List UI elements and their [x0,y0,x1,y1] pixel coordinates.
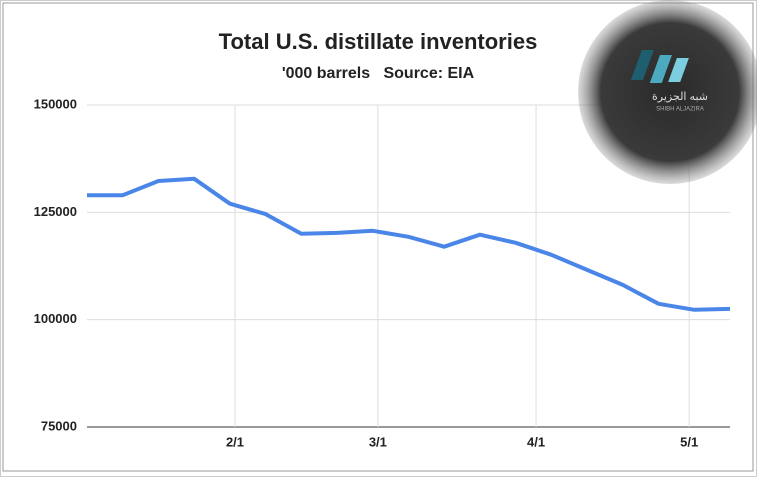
chart-title: Total U.S. distillate inventories [219,29,538,54]
y-tick-label: 150000 [34,96,77,111]
x-tick-label: 4/1 [527,434,545,449]
y-tick-label: 75000 [41,418,77,433]
watermark-circle [578,0,757,184]
y-tick-label: 100000 [34,311,77,326]
data-line [87,176,731,312]
watermark-text: شبه الجزيرة [652,91,708,103]
x-tick-label: 5/1 [680,434,698,449]
x-tick-label: 3/1 [369,434,387,449]
watermark-subtext: SHIBH ALJAZIRA [656,107,704,113]
logo-bar [630,50,654,80]
watermark: شبه الجزيرة SHIBH ALJAZIRA [578,0,757,184]
logo-bar [649,55,672,83]
logo-bar [668,58,689,82]
y-tick-label: 125000 [34,204,77,219]
x-tick-label: 2/1 [226,434,244,449]
chart-subtitle: '000 barrels Source: EIA [282,65,475,82]
chart-border [2,2,754,472]
